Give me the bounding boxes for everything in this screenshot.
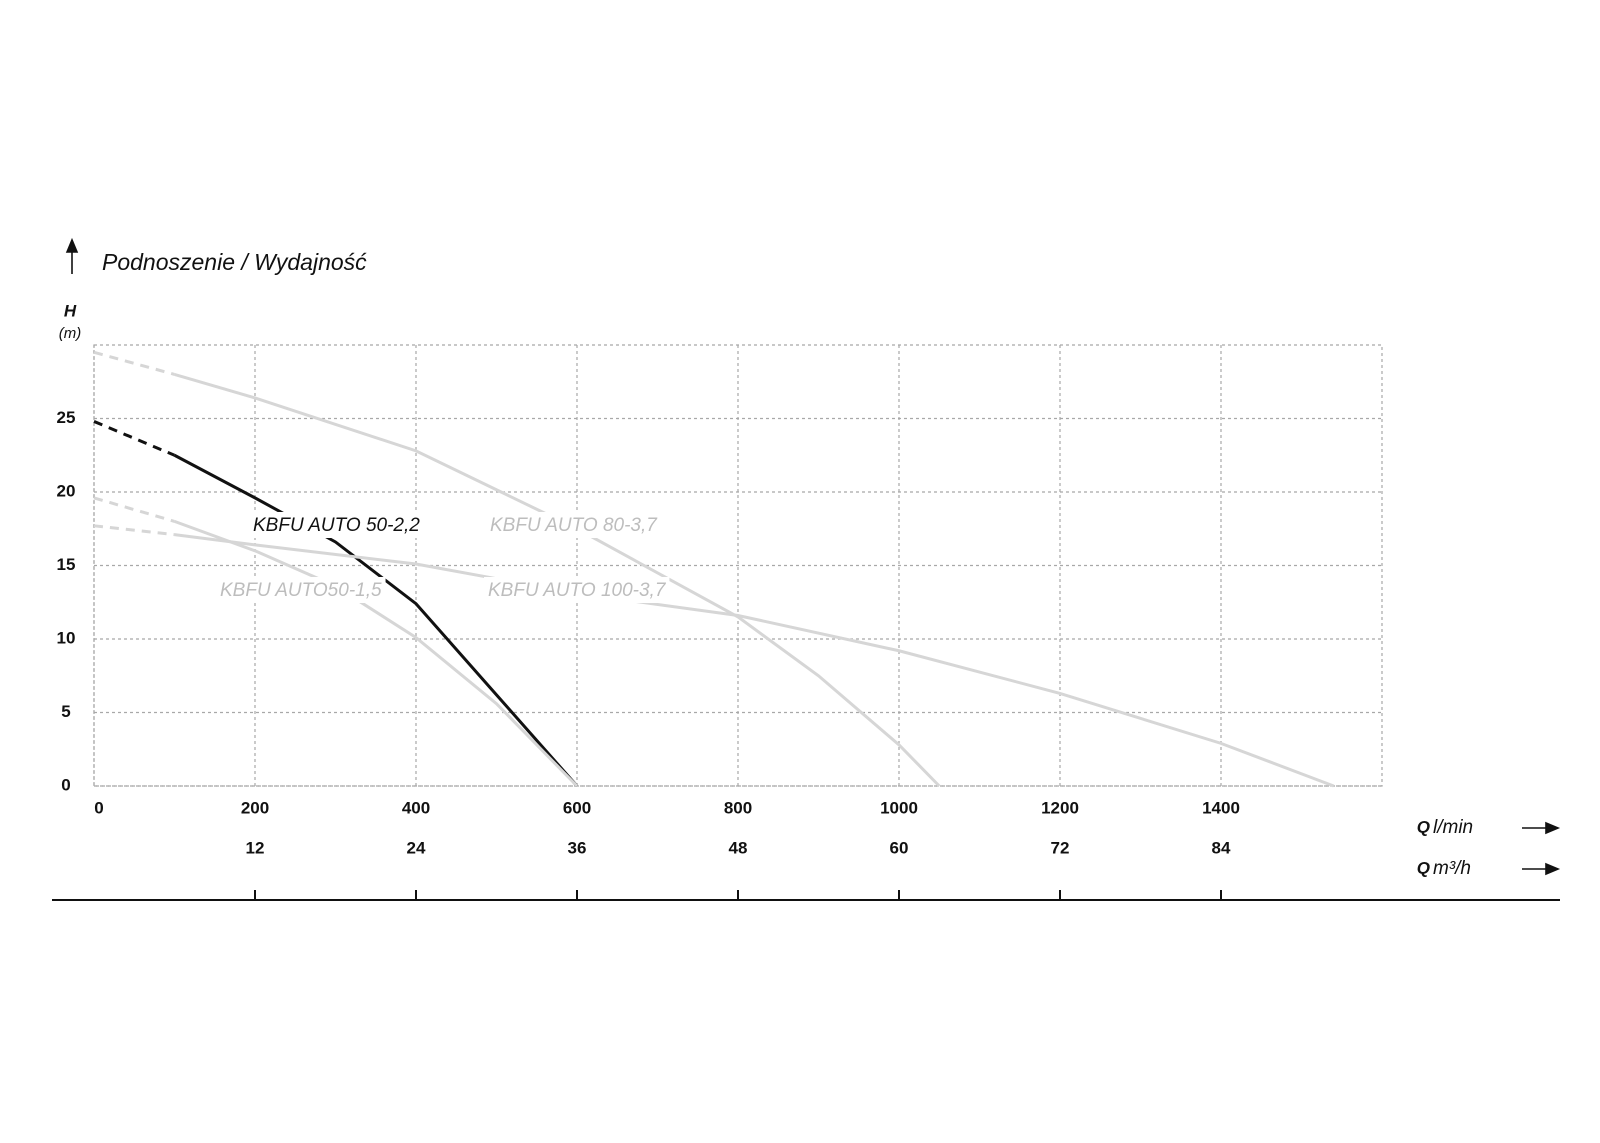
curve-extrapolated [93,350,175,376]
y-tick-label: 25 [57,408,76,427]
pump-curve [173,519,579,788]
x-tick-label: 1000 [880,798,918,817]
pump-curve [174,372,941,788]
x-tick-label: 1200 [1041,798,1079,817]
series-label: KBFU AUTO 50-2,2 [253,515,420,536]
pump-curve [173,453,579,787]
x-tick-label: 800 [724,798,752,817]
series-label: KBFU AUTO50-1,5 [220,580,382,601]
x-tick-label: 400 [402,798,430,817]
chart-title: Podnoszenie / Wydajność [102,249,367,275]
label-background [484,577,670,603]
label-background [486,512,661,538]
x2-tick-label: 36 [568,838,587,857]
x-axis-unit: l/min [1433,817,1473,838]
x2-axis-label: Q [1417,858,1430,877]
y-tick-label: 10 [57,628,76,647]
x2-tick-label: 84 [1212,838,1231,857]
x-axis-label: Q [1417,817,1430,836]
y-axis-unit: (m) [59,325,82,342]
x-tick-label: 1400 [1202,798,1240,817]
label-background [216,577,386,603]
curve-extrapolated [93,524,175,537]
x-tick-label: 600 [563,798,591,817]
pump-curve [174,533,1335,788]
y-tick-label: 5 [61,702,70,721]
x2-tick-label: 60 [890,838,909,857]
y-tick-label: 20 [57,481,76,500]
curve-extrapolated [93,420,176,457]
curve-extrapolated [93,496,175,523]
x-tick-label: 0 [94,798,103,817]
label-background [249,512,424,538]
series-label: KBFU AUTO 100-3,7 [488,580,667,601]
x-tick-label: 200 [241,798,269,817]
y-axis-label: H [64,301,77,320]
x2-tick-label: 72 [1051,838,1070,857]
x2-tick-label: 48 [729,838,748,857]
axis-decoration [52,237,1561,901]
y-tick-label: 0 [61,775,70,794]
x2-tick-label: 12 [246,838,265,857]
x2-axis-unit: m³/h [1433,858,1471,879]
series-label: KBFU AUTO 80-3,7 [490,515,658,536]
y-tick-label: 15 [57,555,76,574]
x2-tick-label: 24 [407,838,426,857]
